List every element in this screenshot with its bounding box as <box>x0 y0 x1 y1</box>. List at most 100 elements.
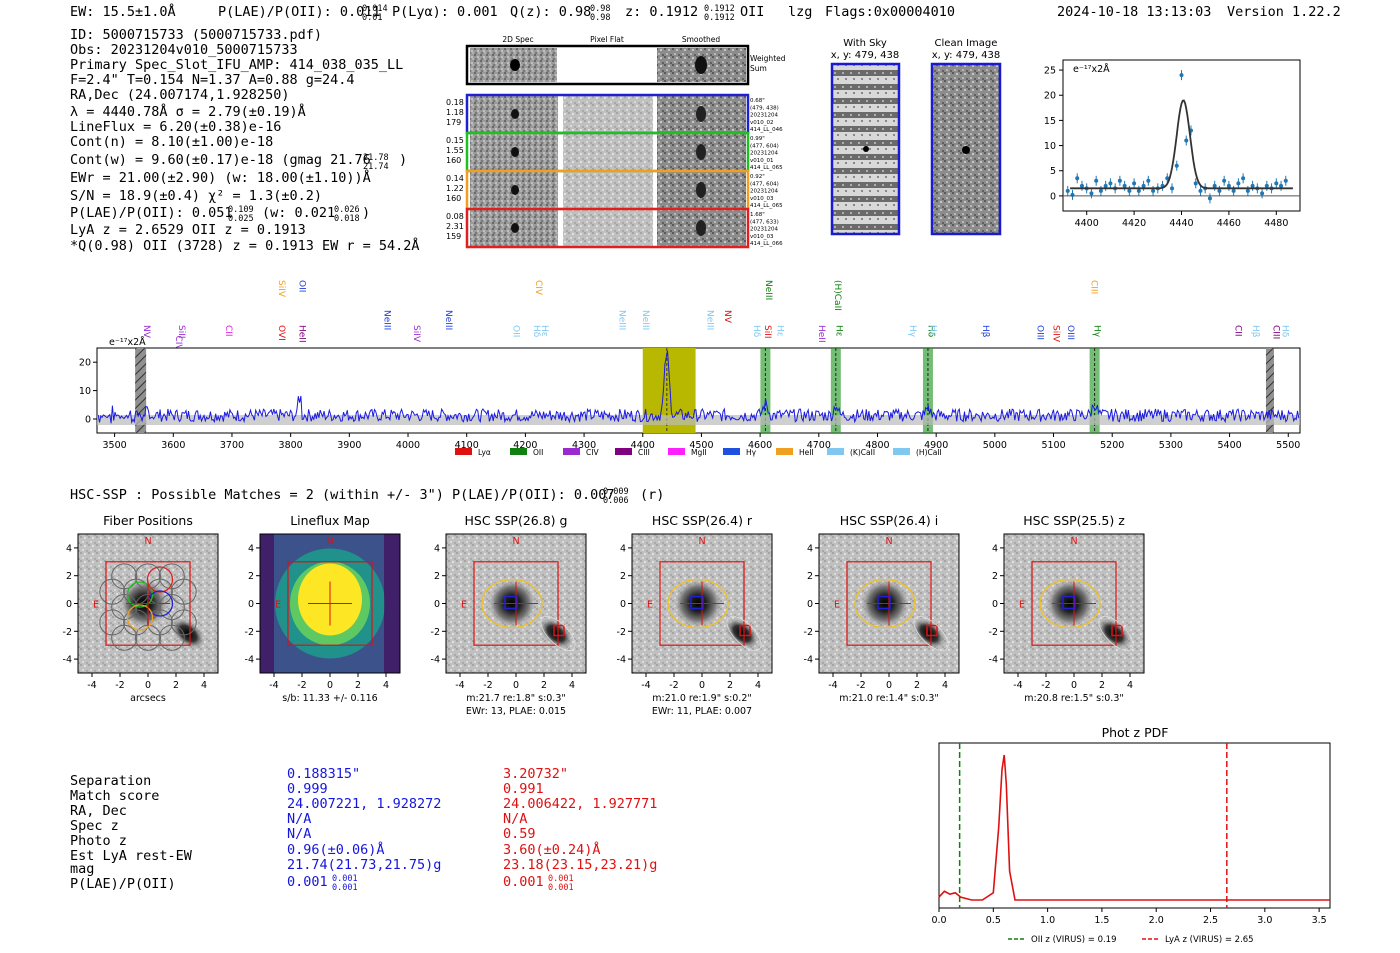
info-line-12: LyA z = 2.6529 OII z = 0.1913 <box>70 222 306 238</box>
legend-label: MgII <box>691 448 707 457</box>
match-col2-value: 23.18(23.15,23.21)g <box>503 857 657 873</box>
line-label: NeIII <box>443 310 453 330</box>
hsc-image-neighbor <box>170 617 206 650</box>
hsc-xtick-label: 4 <box>942 680 948 691</box>
zoom-data-point <box>1245 188 1250 193</box>
fiber-orange <box>126 604 154 631</box>
zoom-ytick-label: 20 <box>1044 91 1056 102</box>
spec-ytick-label: 20 <box>79 358 91 369</box>
legend-swatch <box>615 448 632 455</box>
fiber-row-source-dot <box>511 147 519 157</box>
zoom-ytick-label: 0 <box>1050 191 1056 202</box>
fiber-row-left-2: 160 <box>446 194 461 203</box>
line-label: Hγ <box>1092 325 1102 338</box>
zoom-data-point <box>1136 188 1141 193</box>
spec-xtick-label: 3500 <box>103 440 127 451</box>
fiber-row-frame <box>465 207 750 249</box>
match-col2-value: 0.001 <box>503 874 544 890</box>
hsc-xtick-label: 4 <box>383 680 389 691</box>
zoom-data-point <box>1174 163 1179 168</box>
clean-image-xy: x, y: 479, 438 <box>932 50 1001 61</box>
line-label: HeII <box>296 325 306 343</box>
fiber-red <box>146 566 174 593</box>
line-label: Hβ <box>980 325 990 338</box>
zoom-data-point <box>1079 183 1084 188</box>
hsc-ytick-label: 0 <box>992 599 998 610</box>
info-line-13: *Q(0.98) OII (3728) z = 0.1913 EW r = 54… <box>70 237 420 254</box>
hsc-ytick-label: 4 <box>248 543 254 554</box>
spec-xtick-label: 4300 <box>572 440 596 451</box>
fiber-row-left-1: 1.22 <box>446 184 464 193</box>
line-label: CIII <box>1089 280 1099 294</box>
emission-line-labels: NV SiIICIVCIISiIVOVIOIIHeIINeIIISiIVNeIII… <box>141 280 1289 351</box>
photz-pdf-curve <box>938 754 1330 901</box>
photz-xtick-label: 2.5 <box>1203 915 1218 926</box>
photz-xtick-label: 2.0 <box>1149 915 1164 926</box>
photz-xtick-label: 3.5 <box>1312 915 1327 926</box>
hsc-xtick-label: 4 <box>569 680 575 691</box>
zoom-xtick-label: 4480 <box>1264 218 1288 229</box>
hsc-xtick-label: -4 <box>87 680 96 691</box>
match-col2-value: 0.59 <box>503 826 536 842</box>
full-spectrum-ylabel: e⁻¹⁷x2Å <box>109 336 146 348</box>
header-z-line: OII <box>740 4 764 20</box>
hsc-xtick-label: 0 <box>1071 680 1077 691</box>
spec-xtick-label: 5500 <box>1276 440 1300 451</box>
fiber-row-right-0: 0.68" <box>750 98 765 104</box>
hsc-xtick-label: 0 <box>145 680 151 691</box>
fiber-row-left-1: 1.55 <box>446 146 464 155</box>
fiber-row-left-0: 0.18 <box>446 98 464 107</box>
info-plae-hi: 0.109 <box>228 205 254 215</box>
fiber-row-left-1: 1.18 <box>446 108 464 117</box>
fiber-row-right-4: 414_LL_065 <box>750 203 783 209</box>
col-header-smoothed: Smoothed <box>682 35 721 44</box>
zoom-data-point <box>1117 178 1122 183</box>
hsc-search-box <box>473 561 559 646</box>
zoom-data-point <box>1241 176 1246 181</box>
header-z: z: 0.1912 <box>625 4 698 20</box>
line-label: Hδ <box>1279 325 1289 338</box>
hsc-neighbor-ellipse <box>726 616 762 651</box>
legend-swatch <box>668 448 685 455</box>
line-label: NeIII <box>704 310 714 330</box>
hsc-north-label: N <box>885 536 892 547</box>
hsc-north-label: N <box>698 536 705 547</box>
hsc-xtick-label: -4 <box>641 680 650 691</box>
zoom-xtick-label: 4460 <box>1217 218 1241 229</box>
legend-swatch <box>723 448 740 455</box>
zoom-data-point <box>1132 181 1137 186</box>
header-bar: EW: 15.5±1.0Å P(LAE)/P(OII): 0.011 0.014… <box>70 3 1341 23</box>
zoom-xtick-label: 4420 <box>1122 218 1146 229</box>
zoom-data-point <box>1103 183 1108 188</box>
fiber-row-left-2: 179 <box>446 118 461 127</box>
photz-legend: OII z (VIRUS) = 0.19 LyA z (VIRUS) = 2.6… <box>1008 935 1254 945</box>
line-label: NeIII <box>763 280 773 300</box>
spec-xtick-label: 4100 <box>455 440 479 451</box>
hsc-ytick-label: 0 <box>620 599 626 610</box>
match-col1-value: 24.007221, 1.928272 <box>287 796 441 812</box>
info-plae-lo: 0.025 <box>228 214 254 224</box>
spec-xtick-label: 3900 <box>337 440 361 451</box>
hsc-xtick-label: -4 <box>1013 680 1022 691</box>
fiber-row-right-3: v010_03 <box>750 234 774 240</box>
hsc-search-box <box>105 561 191 646</box>
header-plya: P(Lyα): 0.001 <box>392 4 498 20</box>
match-label: mag <box>70 861 94 877</box>
match-col2-plae-hi: 0.001 <box>548 874 574 884</box>
fiber-row-smoothed-dot <box>696 106 706 122</box>
info-line-10: S/N = 18.9(±0.4) χ² = 1.3(±0.2) <box>70 188 322 204</box>
fiber-row-source-dot <box>511 109 519 119</box>
with-sky-xy: x, y: 479, 438 <box>831 50 900 61</box>
photz-xtick-label: 1.5 <box>1094 915 1109 926</box>
header-version: Version 1.22.2 <box>1227 4 1341 20</box>
hsc-ytick-label: 4 <box>807 543 813 554</box>
match-col1-value: N/A <box>287 826 311 842</box>
header-plae-hi: 0.014 <box>362 4 388 14</box>
hsc-panel-title: HSC SSP(25.5) z <box>1023 513 1125 528</box>
photz-xtick-label: 3.0 <box>1257 915 1272 926</box>
line-label: SiIV <box>411 325 421 343</box>
line-label: CII <box>223 325 233 337</box>
match-col2-value: 3.60(±0.24)Å <box>503 841 601 858</box>
source-info-block: ID: 5000715733 (5000715733.pdf)Obs: 2023… <box>70 27 420 254</box>
